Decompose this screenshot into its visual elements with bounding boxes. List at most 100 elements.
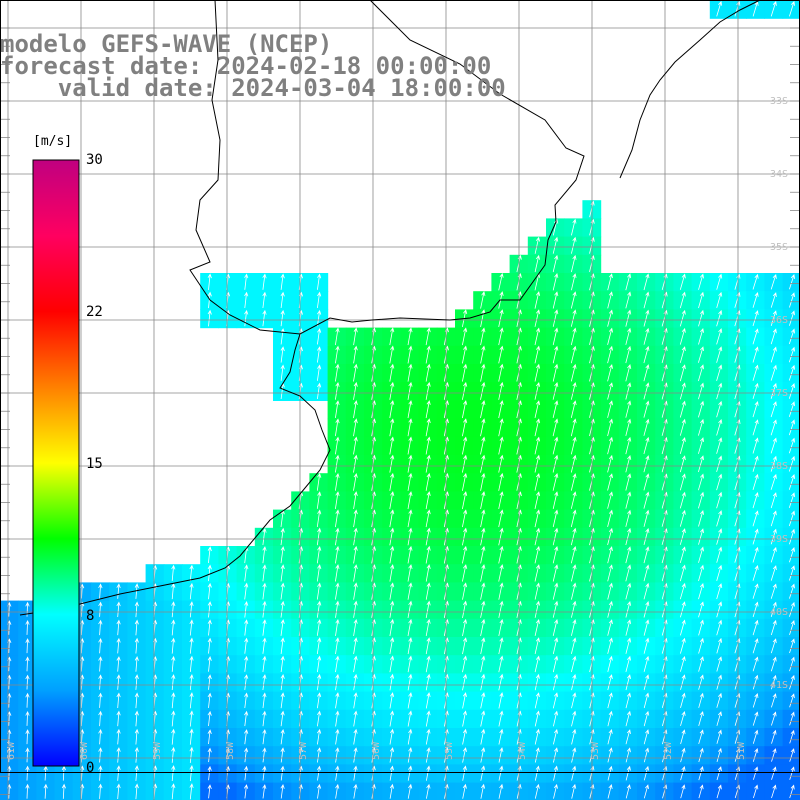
wind-arrow xyxy=(389,527,395,546)
wind-arrow xyxy=(662,747,668,763)
wind-arrow xyxy=(571,218,577,236)
wind-arrow xyxy=(789,674,795,690)
wind-arrow xyxy=(317,673,322,691)
wind-arrow xyxy=(335,509,340,528)
colorbar-tick-label: 0 xyxy=(86,760,95,776)
wind-arrow xyxy=(280,564,285,582)
wind-arrow xyxy=(25,619,30,635)
wind-arrow xyxy=(661,692,668,709)
wind-arrow xyxy=(425,327,431,346)
wind-arrow xyxy=(335,692,340,709)
wind-arrow xyxy=(498,783,504,799)
wind-arrow xyxy=(571,765,577,781)
wind-arrow xyxy=(679,528,686,545)
wind-arrow xyxy=(189,746,194,763)
wind-arrow xyxy=(389,692,395,709)
wind-arrow xyxy=(698,473,704,491)
wind-arrow xyxy=(462,509,468,528)
wind-arrow xyxy=(498,400,504,419)
wind-arrow xyxy=(407,509,413,528)
wind-arrow xyxy=(425,418,431,437)
wind-arrow xyxy=(389,582,395,600)
wind-arrow xyxy=(171,564,176,581)
wind-arrow xyxy=(570,418,577,437)
wind-arrow xyxy=(134,583,139,599)
wind-arrow xyxy=(788,383,795,399)
wind-arrow xyxy=(480,345,486,364)
wind-arrow xyxy=(553,747,559,763)
wind-arrow xyxy=(98,583,103,599)
wind-arrow xyxy=(134,765,139,781)
wind-arrow xyxy=(280,309,285,327)
wind-arrow xyxy=(462,400,468,419)
wind-arrow xyxy=(244,564,249,582)
wind-arrow xyxy=(552,473,559,491)
wind-arrow xyxy=(607,491,613,509)
wind-arrow xyxy=(679,455,686,473)
wind-arrow xyxy=(770,638,777,654)
wind-arrow xyxy=(498,655,504,673)
wind-arrow xyxy=(116,728,121,745)
wind-arrow xyxy=(426,783,431,799)
wind-arrow xyxy=(189,637,194,654)
wind-arrow xyxy=(770,583,777,599)
wind-arrow xyxy=(716,637,723,654)
wind-arrow xyxy=(389,454,395,473)
wind-arrow xyxy=(498,327,504,346)
wind-arrow xyxy=(679,582,686,600)
wind-arrow xyxy=(389,765,394,781)
wind-arrow xyxy=(552,418,559,437)
wind-arrow xyxy=(407,491,413,510)
wind-arrow xyxy=(316,491,322,509)
wind-arrow xyxy=(716,0,723,17)
wind-arrow xyxy=(498,418,504,437)
wind-arrow xyxy=(679,546,686,564)
wind-arrow xyxy=(171,692,176,709)
wind-arrow xyxy=(116,783,121,800)
wind-arrow xyxy=(316,582,322,600)
wind-arrow xyxy=(480,655,486,673)
wind-arrow xyxy=(407,418,413,437)
lat-label: 39S xyxy=(770,534,788,545)
wind-arrow xyxy=(552,546,559,564)
wind-arrow xyxy=(716,583,723,600)
lon-label: 53W xyxy=(590,741,601,760)
wind-arrow xyxy=(643,436,650,455)
wind-arrow xyxy=(425,692,431,709)
wind-arrow xyxy=(734,674,741,690)
wind-arrow xyxy=(752,528,759,545)
wind-arrow xyxy=(770,273,777,290)
wind-arrow xyxy=(698,656,704,672)
wind-arrow xyxy=(335,345,340,364)
wind-arrow xyxy=(498,436,504,455)
wind-arrow xyxy=(171,728,176,745)
lat-label: 41S xyxy=(770,680,788,691)
wind-arrow xyxy=(25,692,30,708)
wind-arrow xyxy=(716,491,723,509)
wind-arrow xyxy=(207,692,212,708)
wind-arrow xyxy=(462,655,468,673)
wind-arrow xyxy=(207,582,212,600)
wind-arrow xyxy=(244,619,249,636)
wind-arrow xyxy=(679,382,686,400)
wind-arrow xyxy=(716,711,722,726)
wind-arrow xyxy=(661,674,668,690)
wind-arrow xyxy=(625,345,632,364)
wind-arrow xyxy=(335,454,340,473)
wind-arrow xyxy=(625,291,632,309)
wind-arrow xyxy=(698,747,704,763)
wind-arrow xyxy=(353,545,358,564)
wind-arrow xyxy=(462,491,468,510)
wind-arrow xyxy=(498,309,504,327)
wind-arrow xyxy=(480,454,486,473)
wind-arrow xyxy=(552,291,559,309)
wind-arrow xyxy=(589,765,595,781)
wind-arrow xyxy=(607,382,613,400)
wind-arrow xyxy=(262,527,267,546)
wind-arrow xyxy=(770,565,777,581)
wind-arrow xyxy=(335,710,340,727)
wind-arrow xyxy=(498,527,504,546)
wind-arrow xyxy=(607,784,613,799)
wind-arrow xyxy=(316,564,322,582)
wind-arrow xyxy=(680,674,686,690)
